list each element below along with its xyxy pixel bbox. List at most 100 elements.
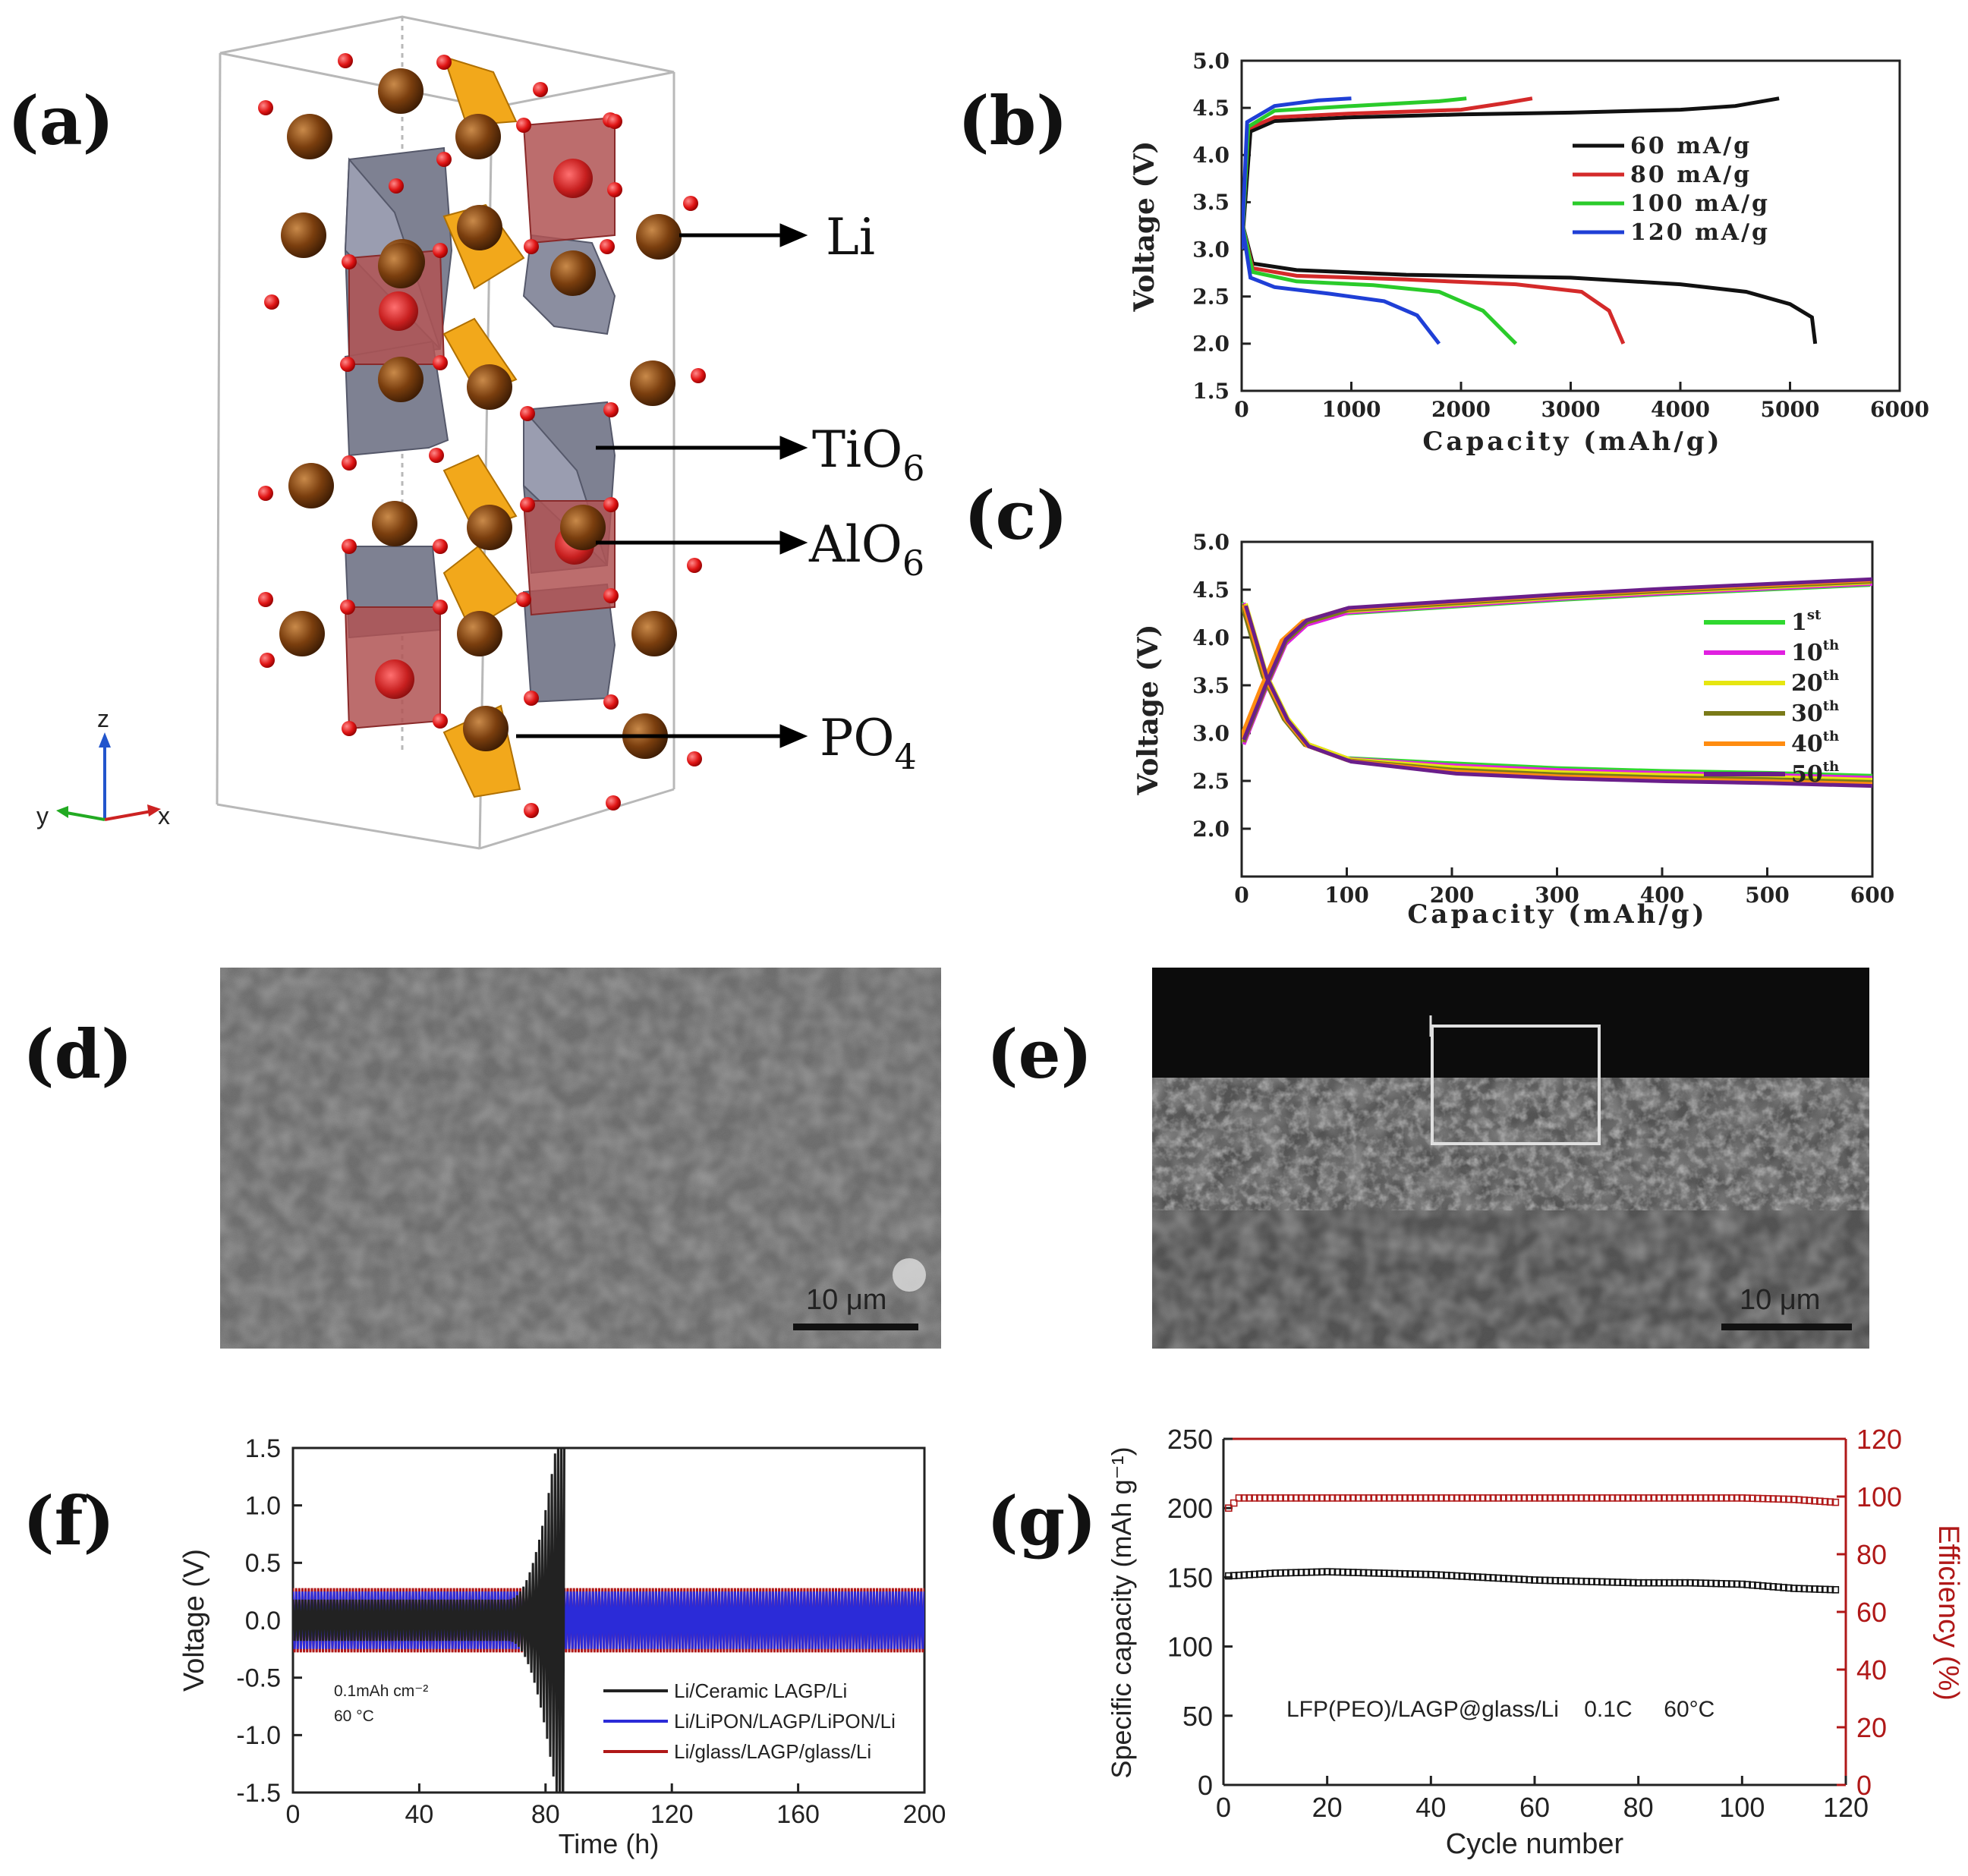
chart-g-efficiency-point bbox=[1738, 1494, 1746, 1502]
chart-g-capacity-point bbox=[1806, 1585, 1813, 1593]
chart-b-discharge-line bbox=[1242, 220, 1441, 345]
lithium-atom bbox=[378, 357, 424, 402]
x-tick-label: 4000 bbox=[1651, 397, 1710, 422]
chart-g-capacity-point bbox=[1323, 1568, 1331, 1575]
chart-g-capacity-point bbox=[1240, 1571, 1248, 1579]
chart-g-capacity-point bbox=[1256, 1570, 1264, 1578]
x-tick-label: 80 bbox=[531, 1800, 560, 1829]
chart-g-capacity-point bbox=[1225, 1572, 1233, 1580]
chart-g-capacity-point bbox=[1474, 1573, 1482, 1581]
oxygen-atom bbox=[524, 803, 539, 818]
chart-g-efficiency-point bbox=[1702, 1494, 1710, 1502]
chart-g-capacity-point bbox=[1551, 1576, 1560, 1585]
chart-g-efficiency-point bbox=[1670, 1494, 1679, 1502]
chart-g-efficiency-point bbox=[1785, 1495, 1793, 1503]
chart-g-efficiency-point bbox=[1443, 1494, 1450, 1502]
chart-b-ylabel: Voltage (V) bbox=[1129, 141, 1160, 313]
chart-g-efficiency-point bbox=[1774, 1495, 1782, 1503]
y-tick-label: 4.5 bbox=[1192, 578, 1230, 603]
chart-g-efficiency-point bbox=[1308, 1494, 1315, 1502]
sem-d-particle bbox=[893, 1258, 926, 1292]
x-tick-label: 3000 bbox=[1541, 397, 1601, 422]
chart-g-capacity-point bbox=[1795, 1585, 1803, 1593]
chart-g-capacity-point bbox=[1603, 1578, 1611, 1586]
chart-g-efficiency-point bbox=[1624, 1494, 1632, 1502]
oxygen-atom bbox=[389, 178, 404, 194]
chart-g-efficiency-point bbox=[1831, 1498, 1840, 1506]
oxygen-atom bbox=[603, 694, 619, 710]
chart-g-capacity-point bbox=[1302, 1569, 1311, 1576]
chart-g-efficiency-point bbox=[1323, 1494, 1331, 1502]
chart-g-annotation: LFP(PEO)/LAGP@glass/Li 0.1C 60°C bbox=[1286, 1697, 1715, 1722]
panel-label-a: (a) bbox=[8, 81, 114, 160]
chart-g-efficiency-point bbox=[1427, 1494, 1435, 1502]
lithium-atom bbox=[560, 505, 606, 550]
y2-tick-label: 0 bbox=[1856, 1770, 1872, 1801]
chart-g-capacity-point bbox=[1282, 1569, 1289, 1577]
chart-g-capacity-point bbox=[1359, 1569, 1368, 1577]
y-tick-label: 3.0 bbox=[1192, 237, 1230, 262]
chart-g-efficiency-point bbox=[1749, 1494, 1756, 1503]
x-tick-label: 40 bbox=[405, 1800, 433, 1829]
chart-g-efficiency-point bbox=[1733, 1494, 1741, 1502]
chart-g-capacity-point bbox=[1406, 1570, 1414, 1578]
chart-g-efficiency-point bbox=[1225, 1504, 1233, 1512]
oxygen-atom bbox=[340, 600, 355, 615]
panel-label-b: (b) bbox=[958, 81, 1068, 160]
chart-g-capacity-point bbox=[1655, 1579, 1663, 1587]
chart-g-capacity-point bbox=[1484, 1573, 1492, 1582]
chart-g-efficiency-point bbox=[1437, 1494, 1445, 1502]
chart-g-efficiency-point bbox=[1795, 1496, 1803, 1504]
chart-g-capacity-point bbox=[1712, 1579, 1720, 1588]
chart-g-y2label: Efficiency (%) bbox=[1932, 1525, 1964, 1701]
oxygen-atom bbox=[338, 53, 353, 68]
chart-g-capacity-point bbox=[1339, 1568, 1346, 1576]
chart-g-efficiency-point bbox=[1510, 1494, 1518, 1502]
chart-f-annotation-temp: 60 °C bbox=[334, 1708, 374, 1725]
y-tick-label: 250 bbox=[1167, 1424, 1213, 1455]
chart-g-capacity-point bbox=[1396, 1569, 1404, 1578]
chart-g-capacity-point bbox=[1505, 1575, 1513, 1583]
chart-g-capacity-point bbox=[1432, 1571, 1440, 1579]
chart-g-efficiency-point bbox=[1494, 1494, 1502, 1502]
chart-g-efficiency-point bbox=[1447, 1494, 1456, 1502]
y-tick-label: 200 bbox=[1167, 1493, 1213, 1524]
chart-g-capacity-point bbox=[1447, 1572, 1456, 1580]
chart-g-efficiency-point bbox=[1401, 1494, 1409, 1502]
chart-g-capacity-point bbox=[1634, 1579, 1642, 1587]
oxygen-atom bbox=[607, 114, 622, 129]
y2-tick-label: 100 bbox=[1856, 1481, 1902, 1512]
chart-g-efficiency-point bbox=[1541, 1494, 1549, 1502]
chart-f-legend-label: Li/glass/LAGP/glass/Li bbox=[674, 1740, 871, 1763]
y-tick-label: 0.0 bbox=[245, 1607, 281, 1635]
chart-b-legend-label: 120 mA/g bbox=[1630, 219, 1770, 246]
chart-g-capacity-point bbox=[1318, 1568, 1326, 1576]
chart-g-efficiency-point bbox=[1292, 1494, 1300, 1502]
lithium-atom bbox=[287, 114, 332, 159]
chart-g-efficiency-point bbox=[1359, 1494, 1368, 1502]
chart-c-ylabel: Voltage (V) bbox=[1132, 625, 1164, 796]
label-tio6: TiO6 bbox=[812, 420, 925, 489]
chart-g-efficiency-point bbox=[1520, 1494, 1529, 1502]
chart-g-efficiency-point bbox=[1619, 1494, 1626, 1502]
chart-g-efficiency-point bbox=[1251, 1494, 1258, 1502]
oxygen-atom bbox=[258, 100, 273, 115]
oxygen-atom bbox=[340, 357, 355, 372]
y-tick-label: 0 bbox=[1198, 1770, 1213, 1801]
oxygen-atom bbox=[516, 118, 531, 133]
chart-g-capacity-point bbox=[1443, 1572, 1450, 1579]
crystal-structure: Li TiO6 AlO6 PO4 z y x bbox=[36, 15, 925, 850]
chart-g-efficiency-point bbox=[1416, 1494, 1425, 1502]
x-tick-label: 500 bbox=[1745, 883, 1789, 908]
oxygen-atom bbox=[691, 368, 706, 383]
x-tick-label: 80 bbox=[1623, 1792, 1654, 1823]
chart-g-efficiency-point bbox=[1764, 1495, 1772, 1503]
chart-g-efficiency-point bbox=[1282, 1494, 1289, 1502]
oxygen-atom bbox=[260, 653, 275, 668]
chart-g-xlabel: Cycle number bbox=[1446, 1828, 1624, 1860]
chart-g-efficiency-point bbox=[1469, 1494, 1476, 1502]
chart-f-annotation-current: 0.1mAh cm⁻² bbox=[334, 1682, 428, 1700]
chart-g-capacity-point bbox=[1743, 1581, 1751, 1588]
chart-g-capacity-point bbox=[1469, 1572, 1476, 1581]
chart-b-discharge-line bbox=[1242, 220, 1518, 345]
